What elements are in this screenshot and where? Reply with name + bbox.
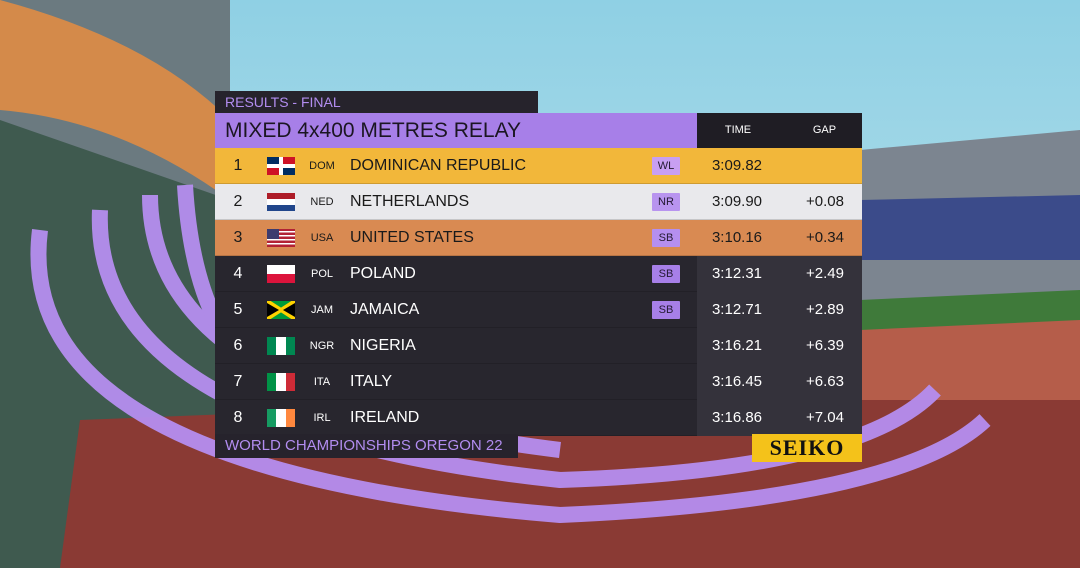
country-code: DOM bbox=[309, 160, 335, 172]
country-name: NIGERIA bbox=[350, 337, 416, 354]
record-badge: SB bbox=[652, 301, 680, 319]
time: 3:10.16 bbox=[711, 229, 763, 246]
flag bbox=[265, 299, 297, 321]
country-name: UNITED STATES bbox=[350, 229, 474, 246]
country-name: NETHERLANDS bbox=[350, 193, 470, 210]
result-row: 2 NED NETHERLANDS NR 3:09.90 +0.08 bbox=[215, 184, 862, 220]
result-row: 4 POL POLAND SB 3:12.31 +2.49 bbox=[215, 256, 862, 292]
flag bbox=[267, 373, 295, 391]
flag bbox=[267, 193, 295, 211]
result-row: 5 JAM JAMAICA SB 3:12.71 +2.89 bbox=[215, 292, 862, 328]
country-code: USA bbox=[310, 232, 334, 244]
rank: 3 bbox=[233, 229, 243, 246]
flag-icon bbox=[267, 373, 295, 391]
flag-icon bbox=[267, 229, 295, 247]
country-code: NED bbox=[310, 196, 334, 208]
column-header-bar: TIME GAP bbox=[697, 113, 862, 148]
sponsor-logo: SEIKO bbox=[752, 434, 862, 462]
time: 3:09.82 bbox=[711, 157, 763, 174]
time-column-shade bbox=[697, 256, 862, 292]
flag bbox=[267, 157, 295, 175]
rank: 2 bbox=[233, 193, 243, 210]
flag-icon bbox=[267, 193, 295, 211]
flag-icon bbox=[267, 409, 295, 427]
result-row: 3 USA UNITED STATES SB 3:10.16 +0.34 bbox=[215, 220, 862, 256]
flag bbox=[267, 229, 295, 247]
result-row: 1 DOM DOMINICAN REPUBLIC WL 3:09.82 bbox=[215, 148, 862, 184]
time-column-shade bbox=[697, 400, 862, 436]
time-column-shade bbox=[697, 364, 862, 400]
flag bbox=[267, 409, 295, 427]
column-header: TIME bbox=[724, 124, 752, 136]
time: 3:16.86 bbox=[711, 409, 763, 426]
country-code: NGR bbox=[309, 340, 335, 352]
flag-icon bbox=[267, 337, 295, 355]
result-row: 7 ITA ITALY 3:16.45 +6.63 bbox=[215, 364, 862, 400]
gap: +6.39 bbox=[806, 337, 844, 354]
country-name: IRELAND bbox=[350, 409, 420, 426]
rank: 5 bbox=[233, 301, 243, 318]
rank: 6 bbox=[233, 337, 243, 354]
rank: 7 bbox=[233, 373, 243, 390]
time-column-shade bbox=[697, 292, 862, 328]
result-row: 6 NGR NIGERIA 3:16.21 +6.39 bbox=[215, 328, 862, 364]
result-row: 8 IRL IRELAND 3:16.86 +7.04 bbox=[215, 400, 862, 436]
gap: +0.34 bbox=[806, 229, 844, 246]
country-name: JAMAICA bbox=[350, 301, 420, 318]
flag-icon bbox=[267, 157, 295, 175]
flag bbox=[267, 265, 295, 283]
country-code: JAM bbox=[311, 304, 333, 316]
country-code: POL bbox=[310, 268, 333, 280]
event-title: MIXED 4x400 METRES RELAY bbox=[215, 113, 697, 148]
country-name: POLAND bbox=[350, 265, 416, 282]
time: 3:09.90 bbox=[711, 193, 763, 210]
gap: +2.49 bbox=[806, 265, 844, 282]
flag-icon bbox=[267, 265, 295, 283]
flag-icon bbox=[265, 299, 297, 321]
results-label: RESULTS - FINAL bbox=[215, 91, 538, 113]
country-name: ITALY bbox=[350, 373, 393, 390]
record-badge: WL bbox=[652, 157, 680, 175]
flag bbox=[267, 337, 295, 355]
time-column-shade bbox=[697, 328, 862, 364]
record-badge: NR bbox=[652, 193, 680, 211]
gap: +7.04 bbox=[806, 409, 844, 426]
gap: +2.89 bbox=[806, 301, 844, 318]
rank: 8 bbox=[233, 409, 243, 426]
time: 3:16.21 bbox=[711, 337, 763, 354]
time: 3:16.45 bbox=[711, 373, 763, 390]
gap: +6.63 bbox=[806, 373, 844, 390]
results-table: 1 DOM DOMINICAN REPUBLIC WL 3:09.82 2 NED NETHE… bbox=[0, 148, 1080, 436]
footer-event: WORLD CHAMPIONSHIPS OREGON 22 bbox=[215, 434, 518, 458]
record-badge: SB bbox=[652, 265, 680, 283]
record-badge: SB bbox=[652, 229, 680, 247]
gap: +0.08 bbox=[806, 193, 844, 210]
rank: 1 bbox=[233, 157, 243, 174]
country-name: DOMINICAN REPUBLIC bbox=[350, 157, 527, 174]
time: 3:12.31 bbox=[711, 265, 763, 282]
time: 3:12.71 bbox=[711, 301, 763, 318]
column-header: GAP bbox=[812, 124, 837, 136]
rank: 4 bbox=[233, 265, 243, 282]
country-code: IRL bbox=[313, 412, 331, 424]
country-code: ITA bbox=[313, 376, 331, 388]
